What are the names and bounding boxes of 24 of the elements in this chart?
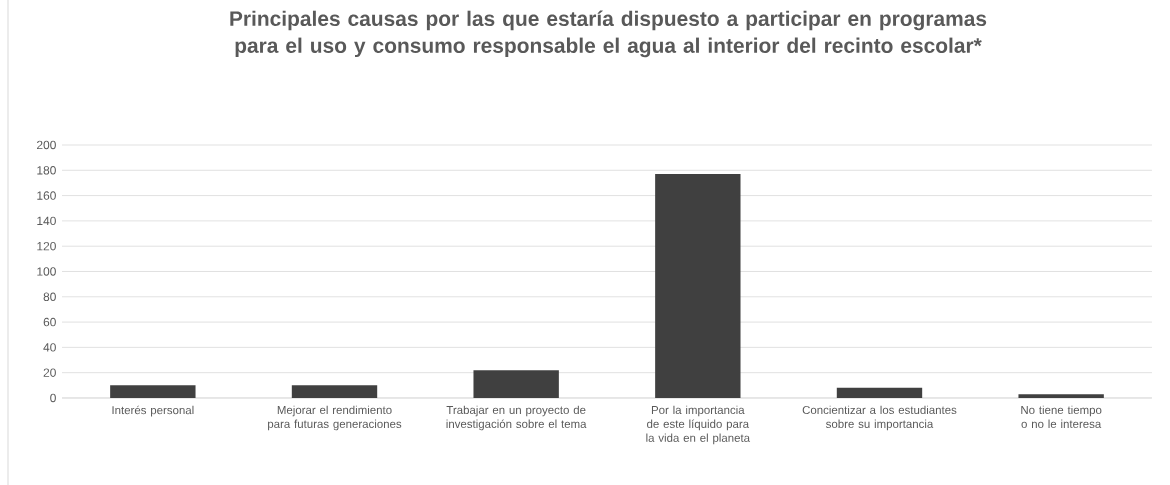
y-tick-label: 120 (37, 241, 56, 251)
y-tick-label: 140 (37, 216, 56, 226)
x-tick-label: Interés personal (112, 405, 194, 417)
x-tick-label: Trabajar en un proyecto de investigación sobre el tema (446, 405, 587, 431)
bar (655, 174, 741, 398)
y-tick-label: 20 (43, 368, 56, 377)
chart-title: Principales causas por las que estaría dispuesto a participar en programas para el uso y consumo responsable el agua al interior del recinto escolar* (230, 10, 987, 58)
y-tick-label: 40 (43, 343, 56, 352)
y-tick-label: 200 (37, 140, 56, 150)
bar (110, 385, 196, 398)
bar (836, 387, 923, 398)
y-tick-label: 60 (43, 317, 56, 327)
y-tick-label: 160 (37, 191, 56, 200)
y-tick-label: 100 (37, 267, 56, 276)
x-tick-label: No tiene tiempo o no le interesa (1021, 405, 1102, 428)
bar (1018, 394, 1104, 398)
x-tick-label: Mejorar el rendimiento para futuras generaciones (268, 405, 402, 431)
y-tick-label: 0 (50, 393, 56, 403)
bar (473, 370, 559, 398)
x-tick-label: Concientizar a los estudiantes sobre su importancia (802, 405, 957, 431)
x-tick-label: Por la importancia de este líquido para la vida en el planeta (646, 405, 751, 445)
y-tick-label: 80 (43, 292, 56, 302)
bar (291, 385, 378, 398)
y-tick-label: 180 (37, 166, 56, 175)
